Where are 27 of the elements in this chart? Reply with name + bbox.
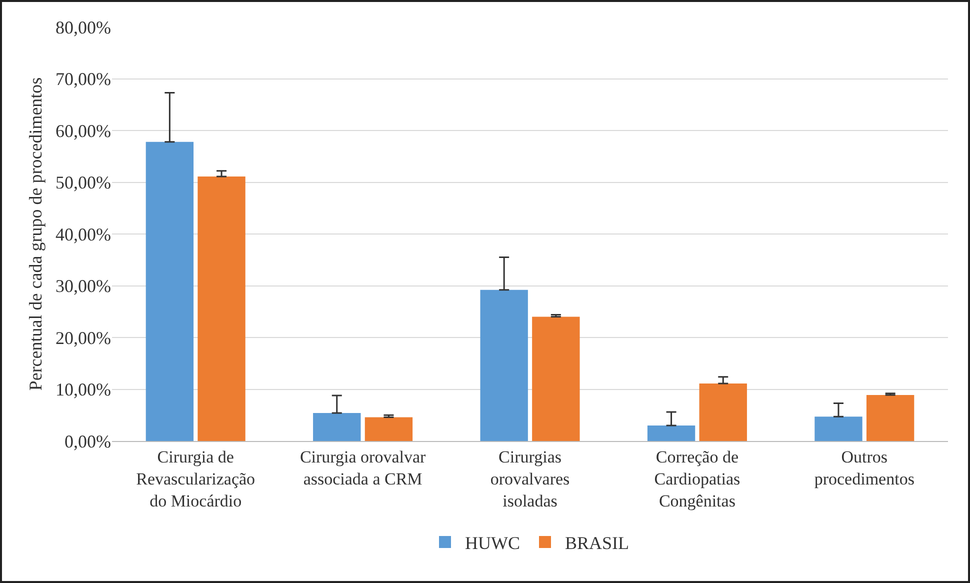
- y-tick-label: 80,00%: [56, 17, 111, 38]
- x-tick-label: Cirurgias orovalvares isoladas: [490, 447, 570, 511]
- y-tick-label: 60,00%: [56, 120, 111, 141]
- y-tick-label: 0,00%: [64, 431, 111, 452]
- bar: [146, 142, 194, 441]
- y-tick-label: 40,00%: [56, 224, 111, 244]
- bar: [699, 384, 747, 441]
- legend-label: HUWC: [465, 533, 520, 554]
- y-tick-label: 30,00%: [56, 276, 111, 296]
- y-tick-label: 50,00%: [56, 172, 111, 193]
- bar: [866, 394, 914, 441]
- legend-label: BRASIL: [565, 533, 630, 554]
- bar: [364, 417, 413, 441]
- bar: [647, 425, 696, 441]
- x-tick-label: Cirurgia de Revascularização do Miocárdio: [136, 447, 256, 511]
- y-axis-title: Percentual de cada grupo de procedimentos: [26, 77, 46, 391]
- bar: [198, 176, 246, 441]
- y-tick-label: 70,00%: [56, 69, 111, 90]
- y-tick-label: 20,00%: [56, 328, 111, 348]
- x-tick-label: Cirurgia orovalvar associada a CRM: [300, 447, 426, 488]
- bar: [532, 316, 580, 441]
- bar: [480, 290, 528, 441]
- bar: [814, 416, 862, 441]
- bar: [313, 413, 361, 441]
- x-tick-label: Correção de Cardiopatias Congênitas: [654, 447, 740, 511]
- y-tick-label: 10,00%: [56, 380, 111, 400]
- x-tick-label: Outros procedimentos: [814, 447, 914, 488]
